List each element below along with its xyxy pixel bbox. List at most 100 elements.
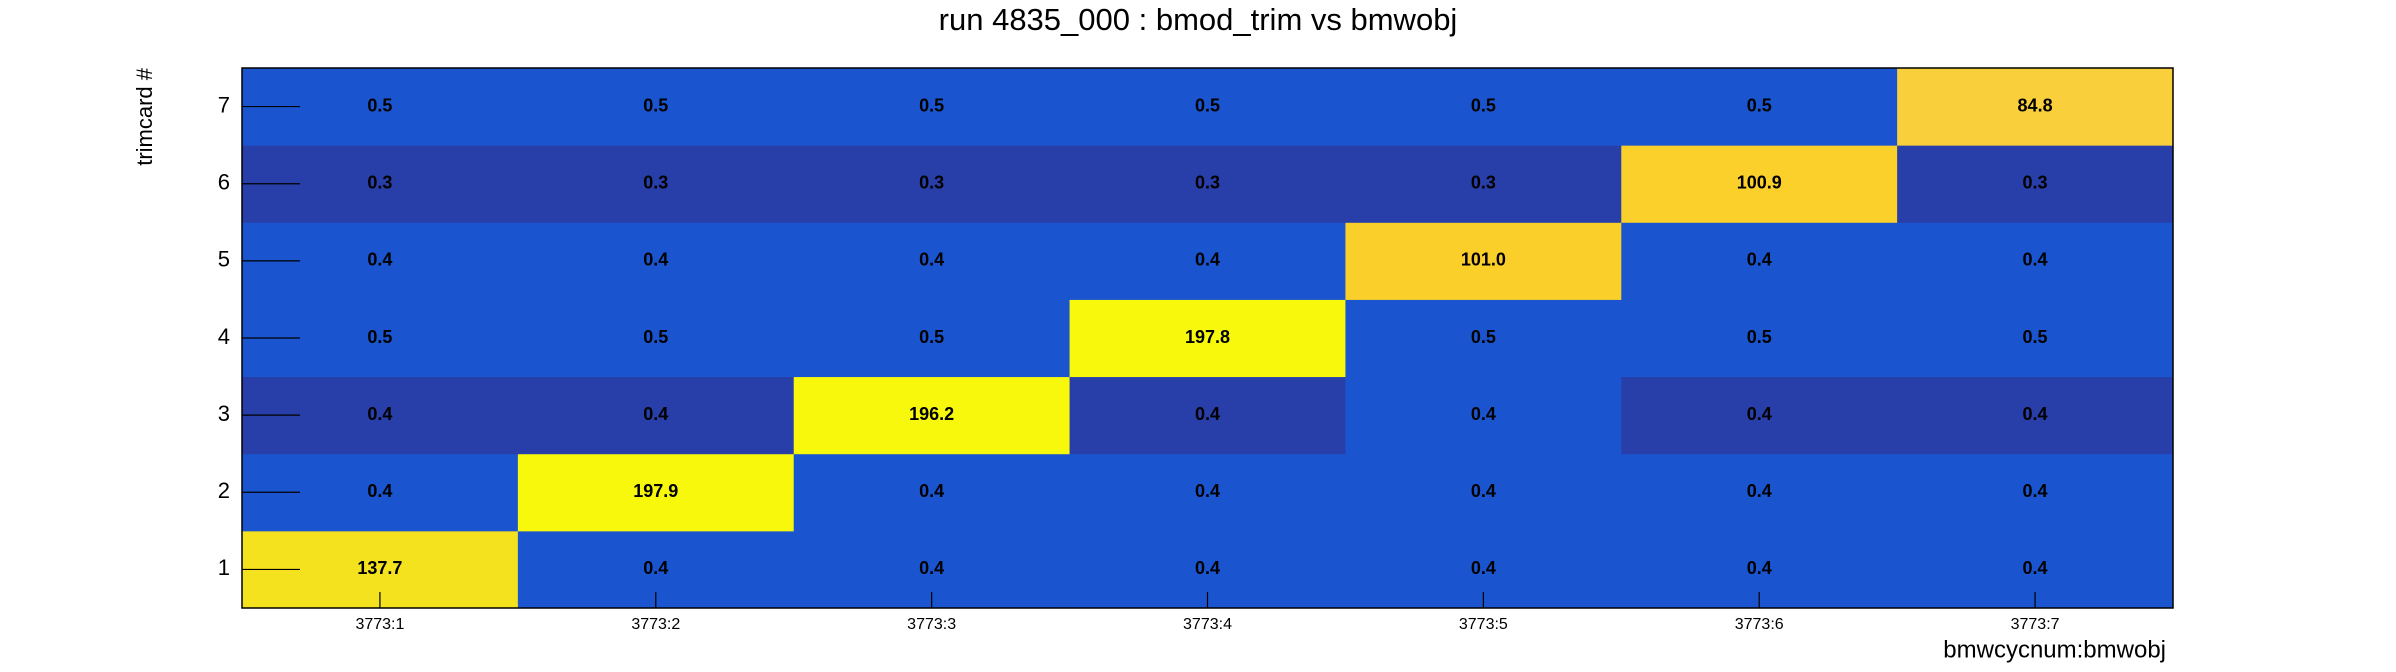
x-tick-label: 3773:6 (1735, 616, 1784, 633)
heatmap-cell (793, 222, 1071, 300)
heatmap-cell (1069, 453, 1346, 532)
y-tick-label: 5 (218, 247, 230, 272)
cell-label: 0.4 (1195, 250, 1220, 270)
heatmap-cell (1069, 145, 1346, 223)
heatmap-cell (1897, 222, 2174, 300)
heatmap-cell (517, 222, 795, 300)
y-tick-label: 4 (218, 324, 230, 349)
cell-label: 0.4 (1471, 558, 1496, 578)
cell-label: 101.0 (1461, 250, 1506, 270)
cell-label: 0.5 (367, 327, 392, 347)
heatmap-cell (793, 376, 1071, 455)
heatmap-cell (1345, 299, 1622, 378)
cell-label: 0.4 (2023, 481, 2048, 501)
heatmap-cell (1345, 376, 1622, 455)
cell-label: 0.3 (1195, 172, 1220, 192)
cell-label: 0.5 (1747, 327, 1772, 347)
cell-label: 0.5 (2023, 327, 2048, 347)
cell-label: 0.4 (2023, 404, 2048, 424)
y-tick-label: 2 (218, 478, 230, 503)
heatmap-cell (1069, 376, 1346, 455)
heatmap-cell (517, 453, 795, 532)
cell-label: 0.4 (367, 250, 392, 270)
heatmap-cell (1621, 68, 1898, 146)
x-tick-label: 3773:4 (1183, 616, 1232, 633)
cell-label: 197.9 (633, 481, 678, 501)
heatmap-cell (1621, 453, 1898, 532)
cell-label: 0.4 (2023, 558, 2048, 578)
heatmap-cell (1345, 68, 1622, 146)
cell-label: 0.5 (643, 327, 668, 347)
x-tick-label: 3773:1 (355, 616, 404, 633)
cell-label: 0.4 (919, 558, 944, 578)
cell-label: 0.3 (919, 172, 944, 192)
cell-label: 0.4 (1747, 250, 1772, 270)
heatmap-cell (1621, 145, 1898, 223)
heatmap-cell (793, 68, 1071, 146)
cell-label: 0.4 (1471, 404, 1496, 424)
heatmap-cell (1069, 68, 1346, 146)
cell-label: 0.4 (643, 404, 668, 424)
cell-label: 100.9 (1737, 172, 1782, 192)
heatmap-cell (1069, 222, 1346, 300)
cell-label: 0.4 (367, 404, 392, 424)
heatmap-cell (1621, 376, 1898, 455)
cell-label: 0.4 (1195, 481, 1220, 501)
cell-label: 0.4 (367, 481, 392, 501)
cell-label: 137.7 (357, 558, 402, 578)
cell-label: 0.5 (1471, 95, 1496, 115)
heatmap-cell (1897, 453, 2174, 532)
cell-label: 0.5 (1471, 327, 1496, 347)
heatmap-cell (1621, 299, 1898, 378)
cell-label: 0.4 (1195, 558, 1220, 578)
y-tick-label: 7 (218, 92, 230, 117)
heatmap-cell (1069, 299, 1346, 378)
heatmap-cell (1897, 299, 2174, 378)
cell-label: 0.3 (2023, 172, 2048, 192)
heatmap-cell (793, 145, 1071, 223)
x-tick-label: 3773:2 (631, 616, 680, 633)
cell-label: 0.5 (919, 95, 944, 115)
x-tick-label: 3773:5 (1459, 616, 1508, 633)
cell-label: 0.3 (367, 172, 392, 192)
heatmap-cell (1345, 222, 1622, 300)
heatmap-cell (1897, 145, 2174, 223)
cell-label: 0.4 (1747, 558, 1772, 578)
y-axis-title: trimcard # (132, 67, 157, 166)
chart-title: run 4835_000 : bmod_trim vs bmwobj (939, 2, 1458, 37)
heatmap-cell (517, 68, 795, 146)
cell-label: 0.4 (643, 250, 668, 270)
cell-label: 0.4 (919, 250, 944, 270)
cell-label: 0.4 (1195, 404, 1220, 424)
cell-label: 0.5 (1747, 95, 1772, 115)
cell-label: 0.5 (919, 327, 944, 347)
cell-label: 197.8 (1185, 327, 1230, 347)
x-tick-label: 3773:3 (907, 616, 956, 633)
heatmap-cell (517, 145, 795, 223)
cell-label: 0.5 (1195, 95, 1220, 115)
cell-label: 196.2 (909, 404, 954, 424)
cell-label: 0.4 (2023, 250, 2048, 270)
heatmap-cell (517, 299, 795, 378)
cell-label: 0.5 (643, 95, 668, 115)
cell-label: 0.3 (643, 172, 668, 192)
y-tick-label: 1 (218, 555, 230, 580)
cell-label: 0.4 (643, 558, 668, 578)
cell-label: 0.4 (919, 481, 944, 501)
cell-label: 0.5 (367, 95, 392, 115)
heatmap-cell (1897, 376, 2174, 455)
heatmap-cell (1345, 145, 1622, 223)
heatmap-cell (793, 453, 1071, 532)
x-tick-label: 3773:7 (2011, 616, 2060, 633)
y-tick-label: 6 (218, 170, 230, 195)
cell-label: 0.4 (1747, 404, 1772, 424)
heatmap-cell (1345, 453, 1622, 532)
cell-label: 84.8 (2018, 95, 2053, 115)
y-tick-label: 3 (218, 401, 230, 426)
heatmap-cell (517, 376, 795, 455)
heatmap-cell (1621, 222, 1898, 300)
cell-label: 0.3 (1471, 172, 1496, 192)
x-axis-title: bmwcycnum:bmwobj (1943, 636, 2166, 663)
